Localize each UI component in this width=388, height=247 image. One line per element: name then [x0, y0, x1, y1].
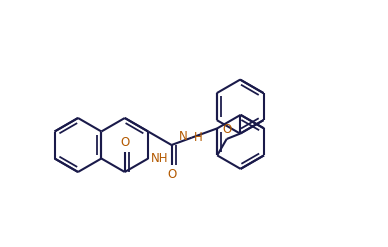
Text: O: O [120, 136, 129, 149]
Text: H: H [194, 131, 203, 144]
Text: O: O [167, 168, 176, 181]
Text: O: O [222, 123, 231, 136]
Text: NH: NH [151, 152, 169, 165]
Text: N: N [179, 130, 188, 143]
